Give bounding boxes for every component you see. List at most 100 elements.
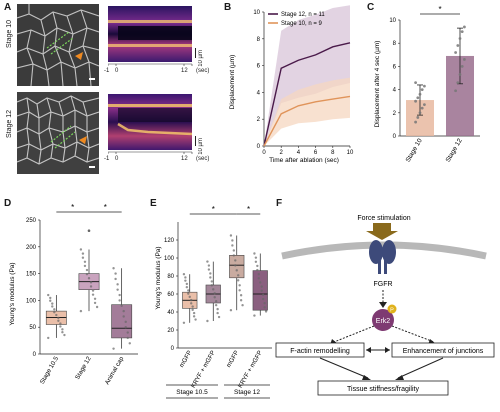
chartE-point: [207, 264, 211, 267]
chartC-ytick-label: 2: [393, 111, 397, 117]
chartC-point: [458, 73, 462, 76]
factin-label: F-actin remodelling: [290, 348, 350, 355]
chartD-point: [114, 277, 117, 281]
chartB-series-line-1: [263, 95, 351, 147]
chartB-ytick-label: 8: [257, 37, 261, 43]
chartE-group-stage12: Stage 12: [234, 389, 260, 396]
chartE-category-label: mGFP: [225, 350, 240, 369]
chartE-ytick-label: 100: [164, 256, 175, 262]
chartE-point: [260, 285, 263, 288]
chartC-point: [454, 89, 457, 93]
chartC-ytick-label: 8: [393, 41, 397, 47]
chartD-point: [128, 342, 131, 345]
chartC-point: [414, 120, 417, 124]
chartD-point: [49, 296, 52, 300]
chartE-point: [206, 260, 209, 263]
chartE-box-3: [252, 270, 268, 311]
chartD-point: [89, 281, 93, 284]
chartD-point: [122, 309, 125, 313]
chartC-ytick-label: 6: [393, 64, 397, 70]
chartE-point: [216, 311, 219, 315]
chartE-ylabel: Young's modulus (Pa): [155, 246, 162, 309]
chartC-point: [454, 51, 457, 54]
chartE-point: [191, 308, 194, 312]
chartE-category-label: mGFP: [178, 350, 193, 369]
chartE-point: [182, 321, 186, 324]
chartE-point: [209, 276, 212, 279]
chartD-ytick-label: 200: [26, 245, 37, 251]
stage10-tick-neg1: -1: [104, 68, 110, 74]
chartC-ytick-label: 0: [393, 134, 397, 140]
chartE-point: [238, 284, 241, 287]
chartD-point: [59, 325, 62, 328]
chartE-point: [229, 234, 233, 237]
chartE-box-2: [229, 254, 245, 279]
chartB-xtick-label: 0: [262, 150, 266, 156]
stage10-scale-bar: [195, 48, 196, 58]
fgfr-left-lobe: [369, 240, 383, 264]
chartC-point: [418, 111, 422, 115]
chartE-group-stage105: Stage 10.5: [176, 389, 208, 396]
fgfr-label: FGFR: [373, 281, 392, 288]
chartE-point: [192, 315, 196, 318]
stage10-row-label: Stage 10: [6, 20, 13, 49]
chartE-point: [232, 249, 236, 252]
erk2-node: [372, 309, 394, 331]
chartD-point: [118, 293, 121, 297]
chartE-point: [212, 288, 215, 291]
panel-c-label: C: [367, 2, 375, 13]
chartC-sig-star: *: [438, 6, 441, 14]
chartC-ytick-label: 4: [393, 88, 397, 94]
chartC-point: [416, 116, 420, 119]
chartE-point: [206, 319, 209, 323]
chartE-point: [253, 314, 256, 317]
chartE-point: [253, 252, 256, 255]
chartE-point: [257, 273, 260, 276]
chartC-point: [456, 81, 460, 85]
stage12-microscopy-image: [17, 92, 99, 174]
stage12-tick-12: 12: [181, 156, 188, 162]
chartE-point: [239, 299, 243, 302]
chartC-point: [420, 88, 424, 91]
chartD-point: [61, 331, 64, 334]
chartB-ytick-label: 2: [257, 117, 261, 123]
chartE-point: [185, 282, 189, 286]
chartB-ylabel: Displacement (µm): [229, 55, 236, 110]
chartD-point: [85, 272, 89, 276]
chartD-category-label: Stage 12: [74, 355, 93, 381]
chartE-category-label: KRYF + mGFP: [190, 350, 217, 390]
chartE-category-label: KRYF + mGFP: [237, 350, 264, 390]
chartD-point: [91, 289, 95, 292]
chartE-point: [213, 296, 216, 299]
chartD-point: [59, 322, 62, 325]
chartD-ytick-label: 0: [33, 352, 37, 358]
chartE-point: [217, 315, 221, 319]
chartB-legend-label: Stage 12, n = 11: [281, 12, 325, 18]
chartD-ytick-label: 250: [26, 218, 37, 224]
chartE-ytick-label: 20: [167, 328, 174, 334]
stage12-time-unit: (sec): [196, 156, 210, 162]
chartD-point: [63, 333, 66, 337]
chartE-point: [182, 273, 186, 276]
chartE-point: [187, 292, 190, 295]
chartD-point: [93, 301, 97, 305]
chartD-point: [61, 328, 64, 331]
chartD-point: [116, 283, 119, 286]
phospho-label: P: [390, 308, 394, 314]
chartE-ytick-label: 0: [171, 346, 175, 352]
panel-b-label: B: [224, 2, 232, 13]
chartE-point: [231, 244, 234, 247]
stage10-kymograph: [108, 6, 192, 62]
chartE-point: [184, 276, 187, 279]
chartD-point: [51, 302, 54, 305]
chartE-ytick-label: 120: [164, 238, 175, 244]
chartB-xlabel: Time after ablation (sec): [269, 157, 339, 164]
chartE-point: [263, 306, 266, 309]
stage12-row-label: Stage 12: [6, 110, 13, 139]
stage10-scale-label: 10 µm: [198, 50, 204, 67]
chartD-point: [47, 293, 50, 297]
stage12-scale-bar: [195, 136, 196, 146]
chartC-point: [423, 84, 426, 88]
chartB-ytick-label: 10: [253, 10, 260, 16]
